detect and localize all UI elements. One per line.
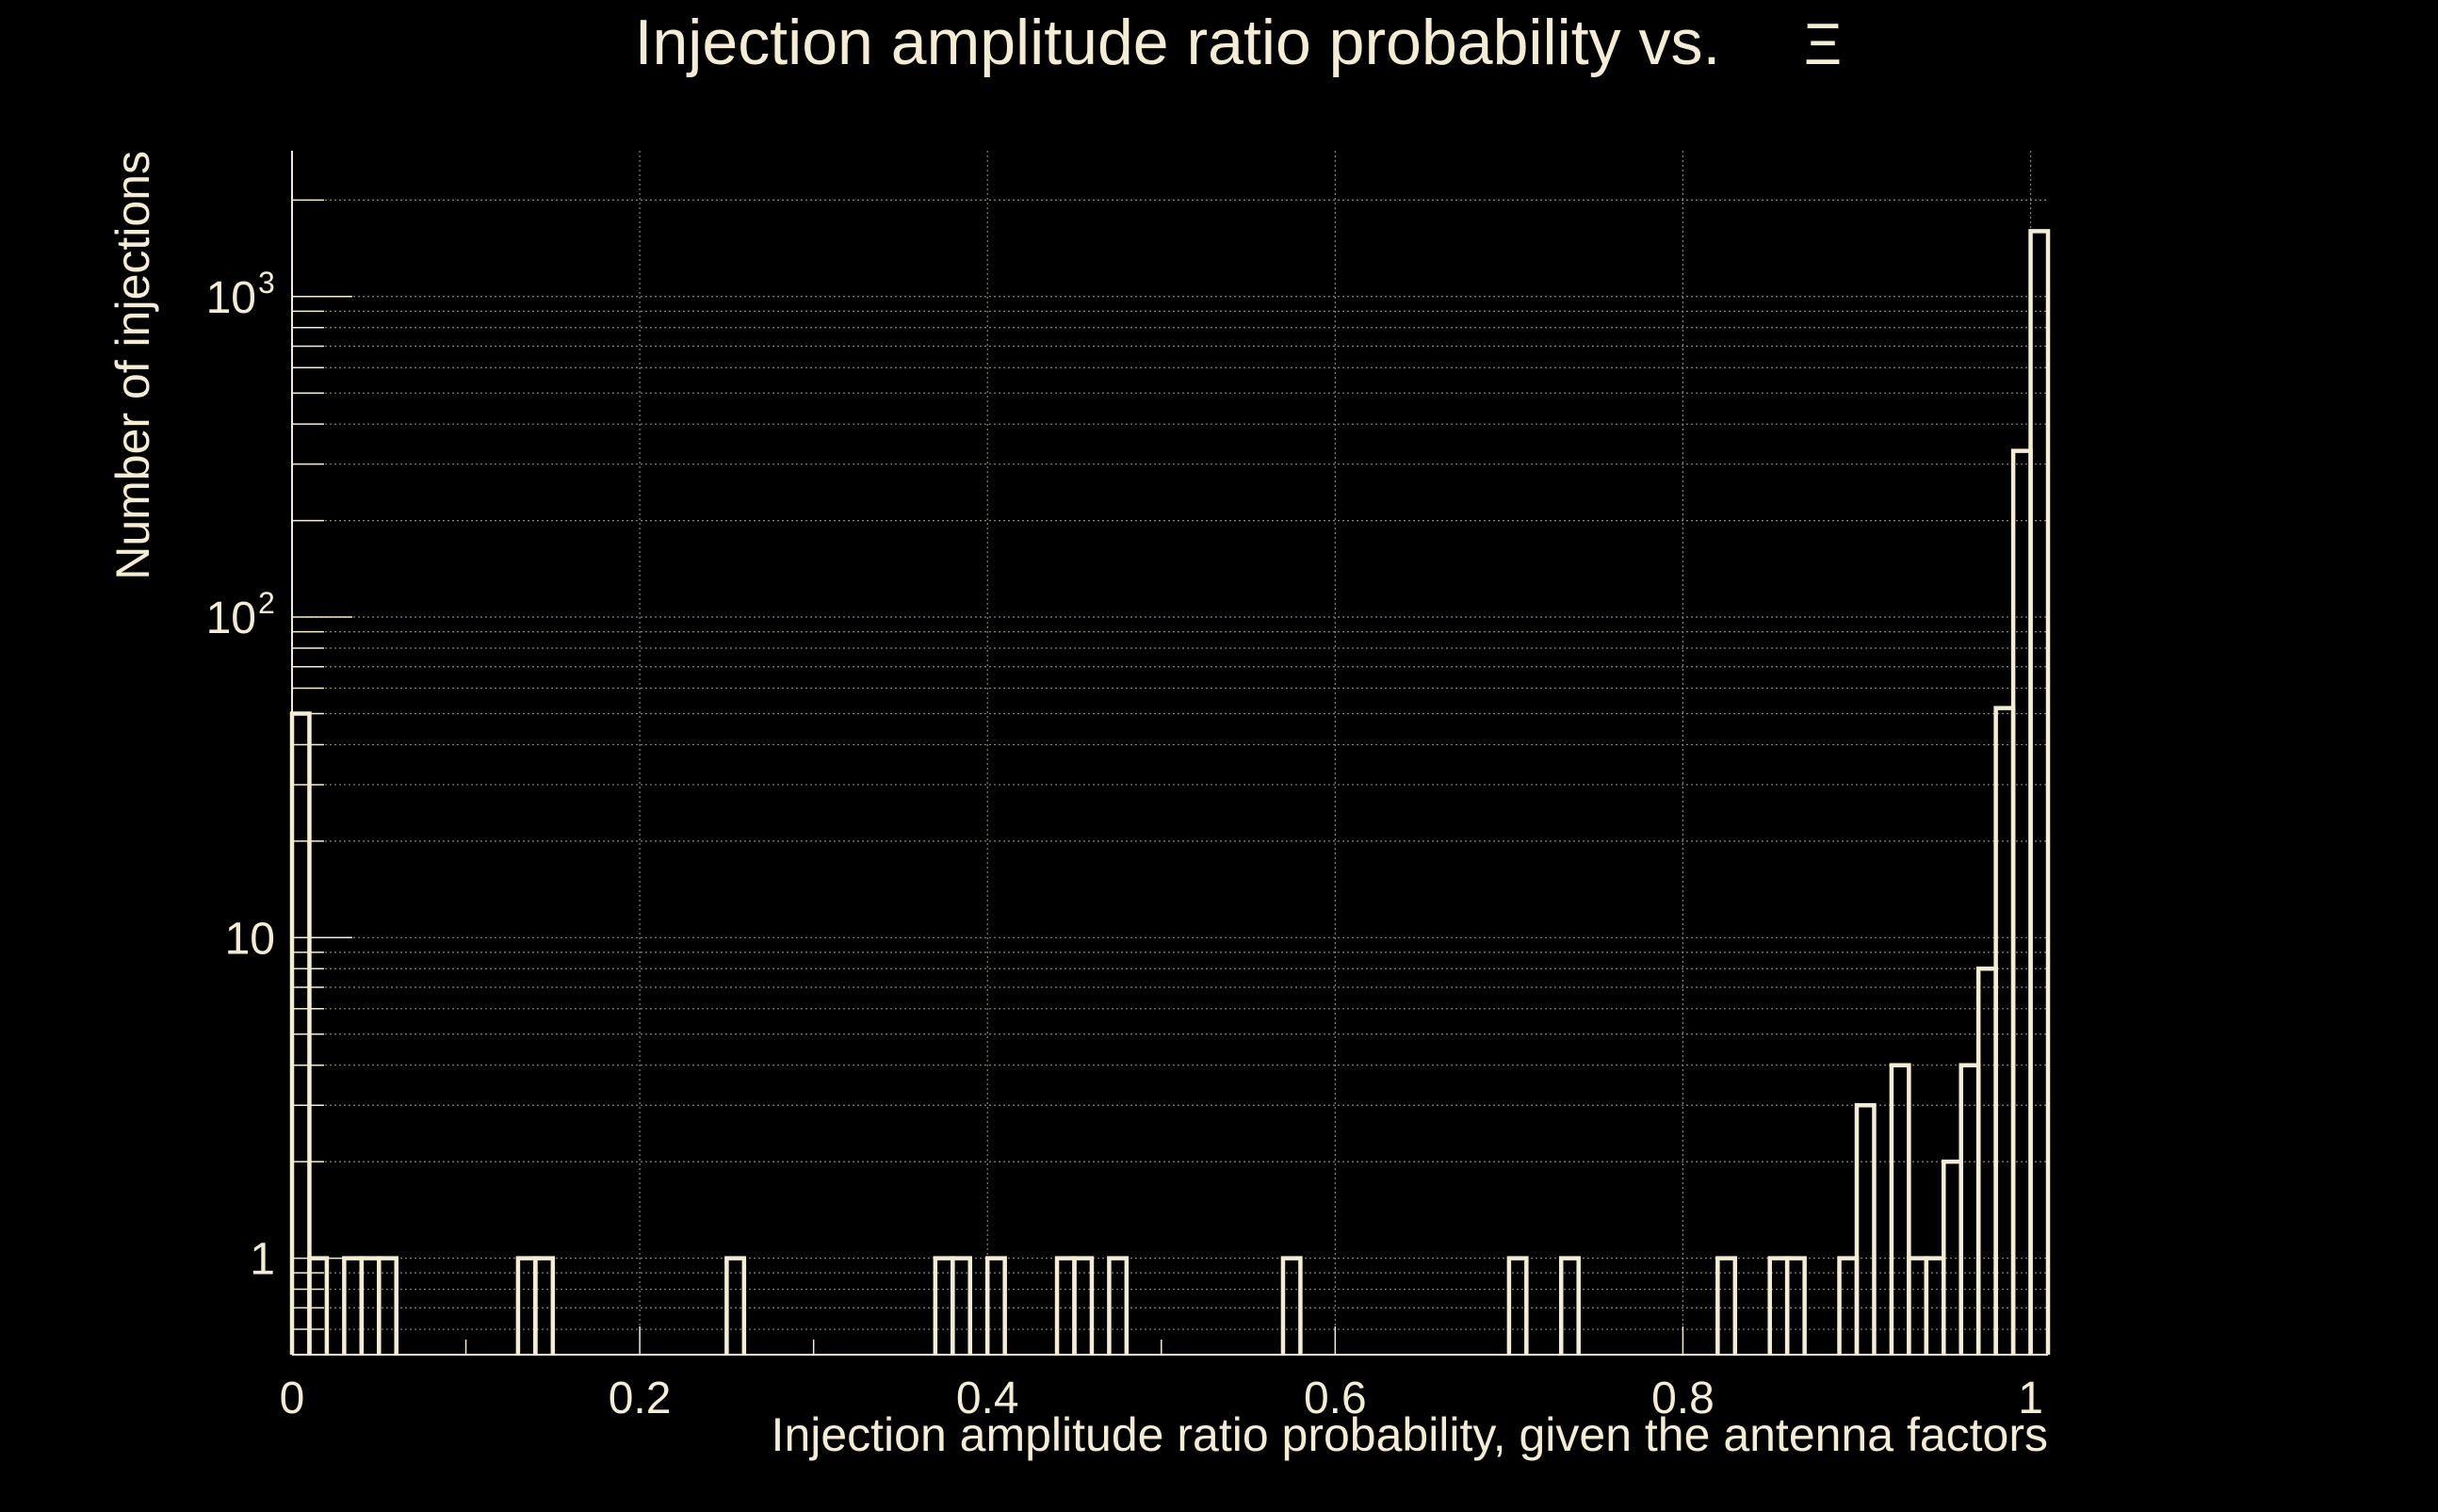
histogram-bar <box>984 1256 1007 1355</box>
histogram-bar <box>1889 1063 1911 1355</box>
histogram-bar <box>1559 1256 1581 1355</box>
y-tick-label: 1 <box>250 1235 275 1285</box>
histogram-bars <box>289 229 2051 1355</box>
x-tick-label: 0.2 <box>609 1374 672 1423</box>
y-tick-label-exponent: 2 <box>258 586 275 620</box>
y-tick-label: 10 <box>225 914 275 964</box>
histogram-bar <box>377 1256 398 1355</box>
histogram-bar <box>533 1256 556 1355</box>
histogram-bar <box>1072 1256 1095 1355</box>
y-tick-label: 10 <box>206 273 256 323</box>
histogram-bar <box>289 711 312 1355</box>
histogram-bar <box>1784 1256 1807 1355</box>
histogram-bar <box>1506 1256 1529 1355</box>
chart-title: Injection amplitude ratio probability vs… <box>635 7 1721 78</box>
x-tick-label: 0.8 <box>1651 1374 1715 1423</box>
y-axis-label: Number of injections <box>106 151 159 580</box>
histogram-bar <box>2028 229 2051 1355</box>
histogram-bar <box>1854 1102 1877 1355</box>
x-tick-label: 0.6 <box>1304 1374 1367 1423</box>
histogram-bar <box>724 1256 747 1355</box>
chart-title-symbol: Ξ <box>1804 12 1842 77</box>
histogram-bar <box>1107 1256 1130 1355</box>
histogram-bar <box>1280 1256 1303 1355</box>
y-tick-label: 10 <box>206 593 256 643</box>
x-tick-label: 1 <box>2018 1374 2043 1423</box>
histogram-bar <box>1715 1256 1738 1355</box>
histogram-bar <box>307 1256 330 1355</box>
x-tick-label: 0 <box>280 1374 305 1423</box>
histogram-bar <box>951 1256 973 1355</box>
x-axis-label: Injection amplitude ratio probability, g… <box>772 1408 2048 1461</box>
labels-layer: Injection amplitude ratio probability vs… <box>106 7 2048 1461</box>
x-tick-label: 0.4 <box>956 1374 1019 1423</box>
y-tick-label-exponent: 3 <box>258 266 275 300</box>
